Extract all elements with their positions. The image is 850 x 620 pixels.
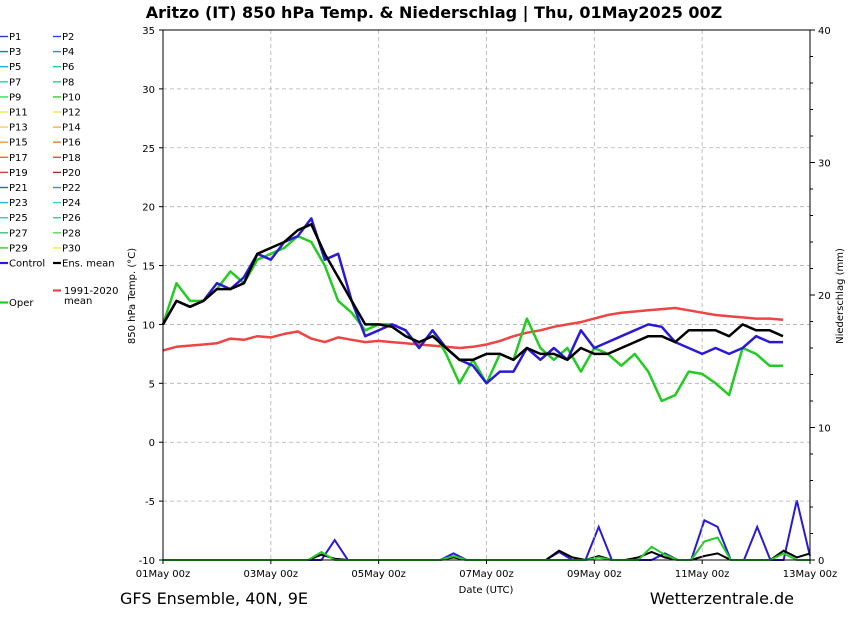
series-line [162,306,784,352]
legend-label: P12 [62,108,81,119]
legend-label: 1991-2020 [64,286,119,297]
y-axis-label: 850 hPa Temp. (°C) [127,248,138,344]
x-tick-label: 05May 00z [351,569,406,580]
y-tick-label: 25 [142,144,155,155]
y2-tick-label: 20 [818,291,831,302]
footer-model: GFS Ensemble, 40N, 9E [120,589,308,608]
legend-label: P15 [9,138,28,149]
y-tick-label: -5 [145,497,155,508]
legend-label: P28 [62,228,81,239]
legend-label: P19 [9,168,28,179]
legend-label: Oper [9,298,34,309]
legend-label: P7 [9,77,21,88]
legend-label: P1 [9,32,21,43]
legend-label: P14 [62,123,81,134]
footer-source: Wetterzentrale.de [650,589,794,608]
legend-label: P25 [9,213,28,224]
legend: P1 P2 P3 P4 P5 P6 P7 P8 P9 P10 P11 P12 P13 P14 P15 P16 P… [0,32,119,309]
legend-label: mean [64,296,92,307]
legend-label: P5 [9,62,21,73]
y-axis-ticks: 35 30 25 20 15 10 5 0 -5 -10 [139,26,163,567]
x-tick-label: 07May 00z [459,569,514,580]
legend-label: Ens. mean [62,259,115,270]
legend-label: P22 [62,183,81,194]
legend-label: P26 [62,213,81,224]
y2-axis-ticks: 40 30 20 10 0 [810,26,831,567]
y-tick-label: 0 [149,438,155,449]
legend-label: P21 [9,183,28,194]
legend-label: P30 [62,243,81,254]
x-tick-label: 11May 00z [675,569,730,580]
legend-label: P18 [62,153,81,164]
x-tick-label: 13May 00z [783,569,838,580]
x-tick-label: 09May 00z [567,569,622,580]
series-line [161,223,784,362]
x-tick-label: 03May 00z [244,569,299,580]
y-tick-label: 20 [142,203,155,214]
y2-axis-label: Niederschlag (mm) [835,248,846,344]
series-line [161,234,783,403]
y2-tick-label: 40 [818,26,831,37]
y2-tick-label: 30 [818,159,831,170]
y-tick-label: -10 [139,556,155,567]
legend-label: P8 [62,77,74,88]
legend-label: P27 [9,228,28,239]
y2-tick-label: 0 [818,556,824,567]
legend-label: P16 [62,138,81,149]
legend-label: P9 [9,92,21,103]
y-tick-label: 5 [149,379,155,390]
x-tick-label: 01May 00z [136,569,191,580]
y-tick-label: 30 [142,85,155,96]
legend-label: P3 [9,47,21,58]
legend-label: Control [9,259,45,270]
legend-label: P6 [62,62,74,73]
legend-label: P11 [9,108,28,119]
x-axis-ticks: 01May 00z 03May 00z 05May 00z 07May 00z 09Ma… [136,560,838,580]
legend-label: P24 [62,198,81,209]
y2-tick-label: 10 [818,424,831,435]
series-lines [161,217,784,403]
x-axis-label: Date (UTC) [459,585,514,596]
legend-label: P13 [9,123,28,134]
series-line [161,217,783,385]
y-tick-label: 10 [142,320,155,331]
legend-label: P20 [62,168,81,179]
chart-title: Aritzo (IT) 850 hPa Temp. & Niederschlag… [146,3,723,23]
legend-label: P17 [9,153,28,164]
legend-label: P10 [62,92,81,103]
legend-label: P4 [62,47,74,58]
legend-label: P2 [62,32,74,43]
y-tick-label: 15 [142,262,155,273]
grid [163,30,810,560]
legend-label: P29 [9,243,28,254]
y-tick-label: 35 [142,26,155,37]
legend-label: P23 [9,198,28,209]
